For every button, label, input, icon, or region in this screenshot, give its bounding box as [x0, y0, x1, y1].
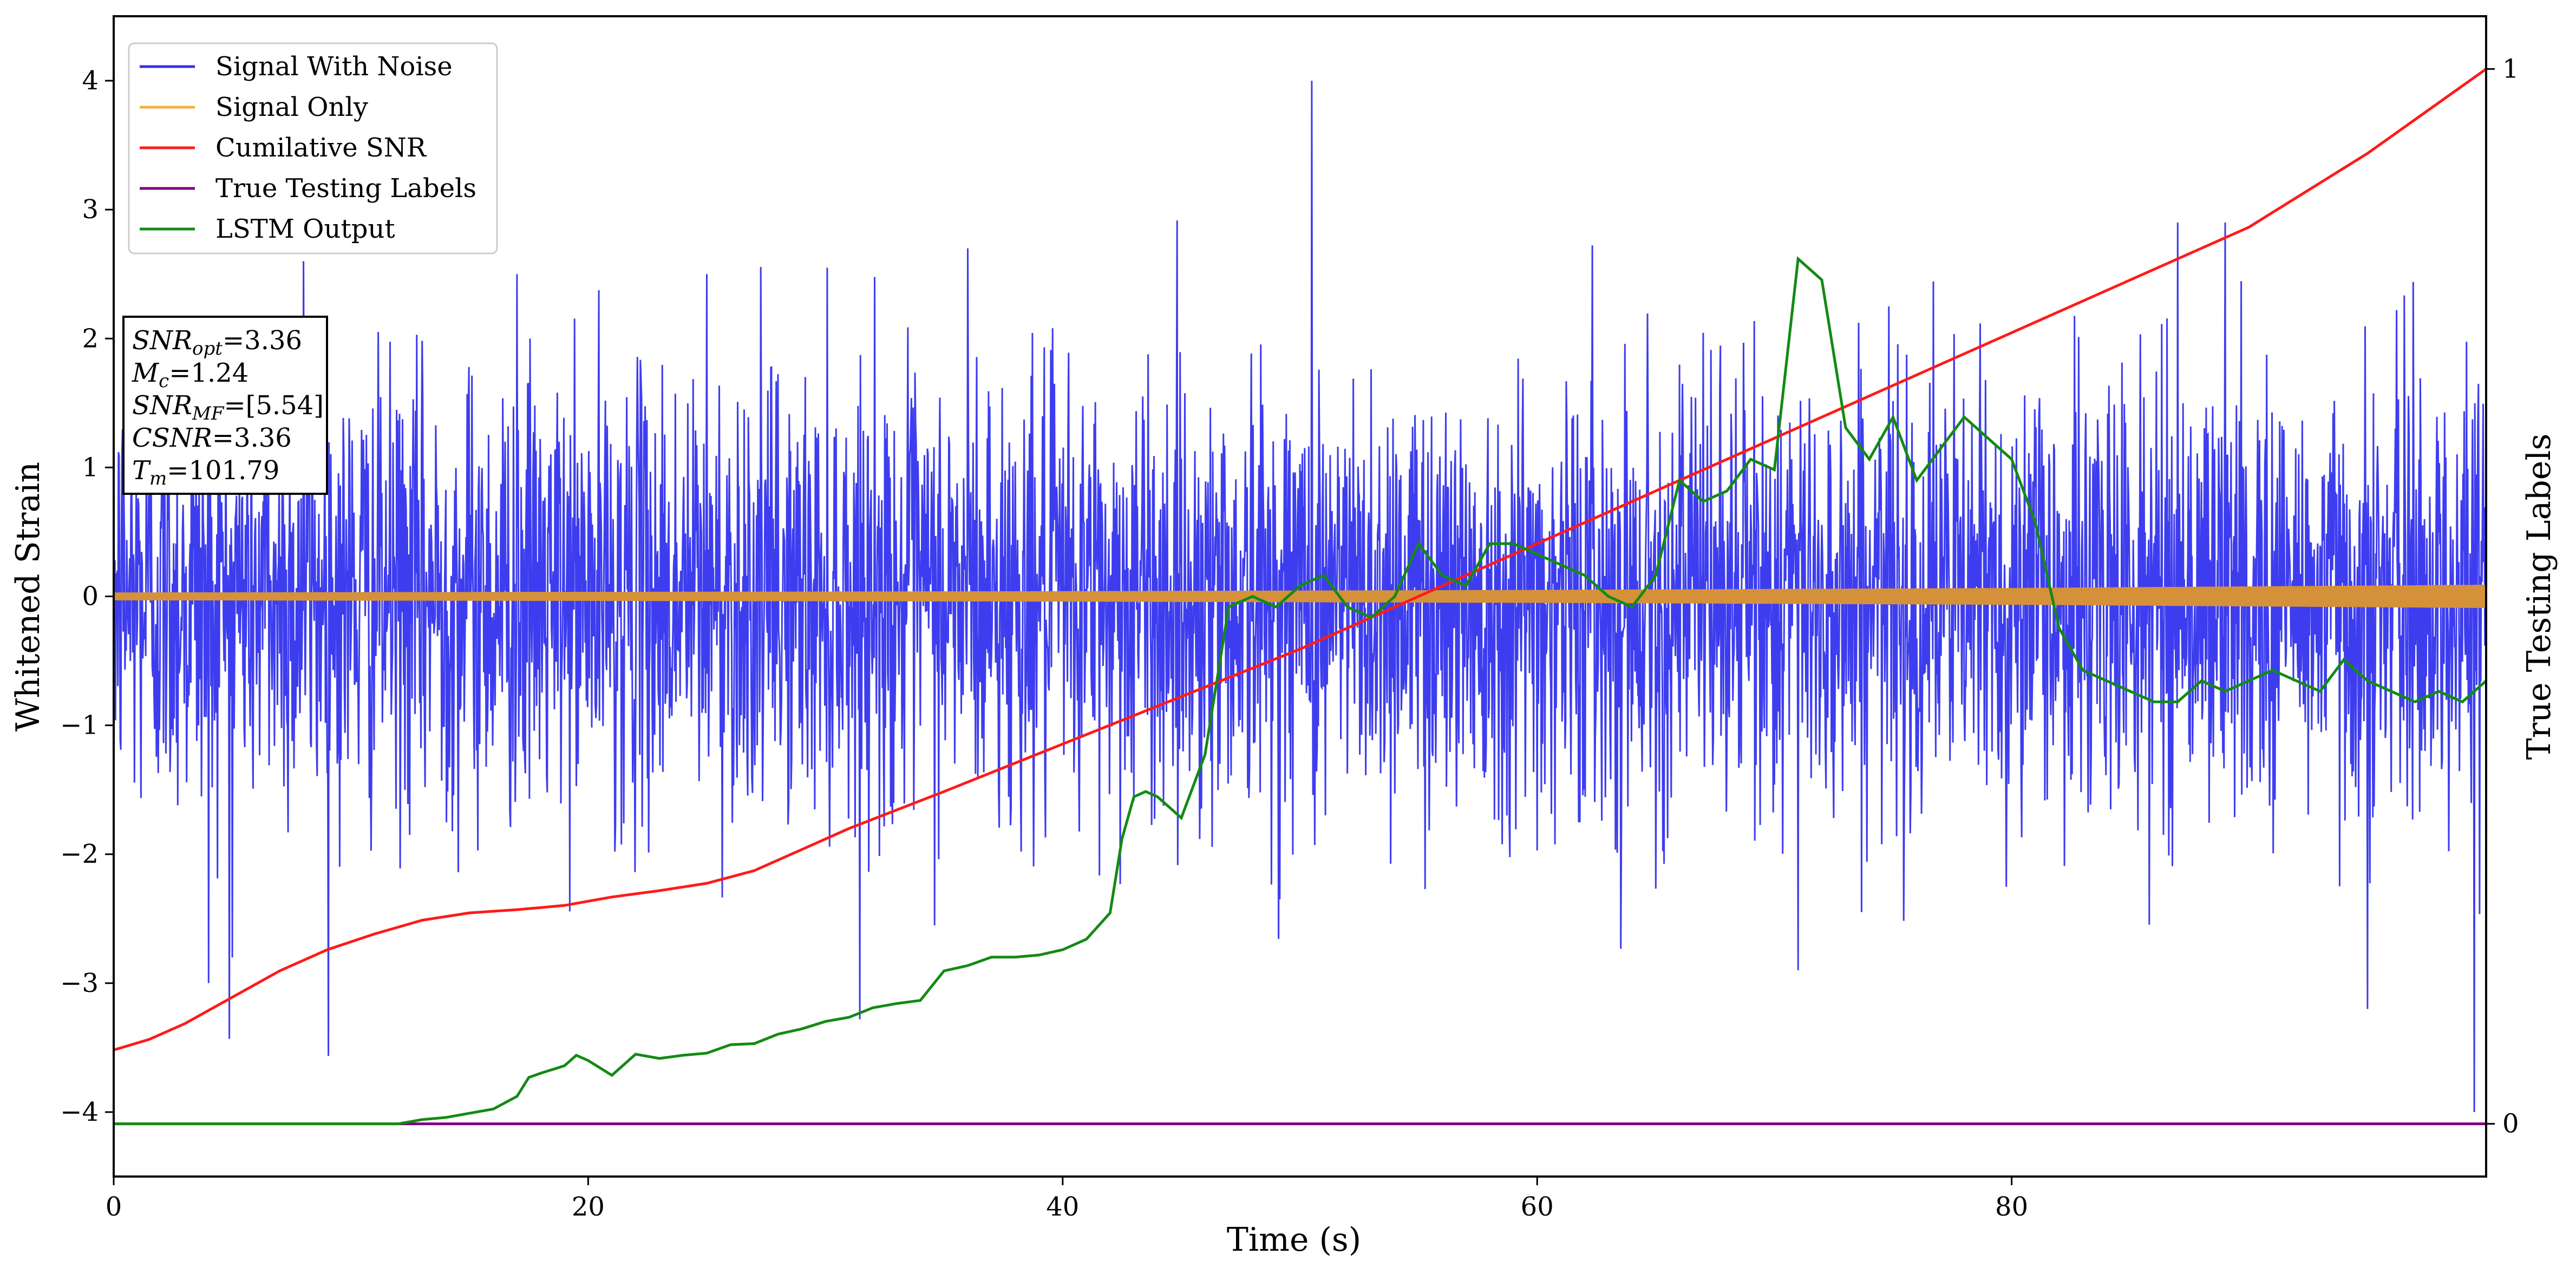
- y-tick-label: 4: [82, 66, 99, 96]
- legend-box: [128, 42, 498, 254]
- y2-axis-label: True Testing Labels: [2520, 434, 2558, 760]
- series-signal-only: [114, 585, 2486, 608]
- legend-label: LSTM Output: [215, 214, 395, 244]
- y-tick-label: 3: [82, 194, 99, 225]
- x-tick-label: 40: [1046, 1192, 1079, 1222]
- legend: Signal With Noise Signal Only Cumilative S…: [128, 42, 498, 254]
- legend-label: True Testing Labels: [215, 173, 476, 204]
- legend-label: Signal With Noise: [215, 51, 453, 82]
- x-tick-label: 60: [1521, 1192, 1554, 1222]
- annotation-line: SNRMF=[5.54]: [132, 390, 324, 424]
- annotation-line: SNRopt=3.36: [132, 325, 302, 360]
- y-tick-label: −3: [60, 968, 99, 998]
- annotation-line: Tm=101.79: [132, 455, 279, 489]
- series-signal-with-noise: [114, 81, 2486, 1112]
- annotation-box: SNRopt=3.36Mc=1.24SNRMF=[5.54]CSNR=3.36T…: [122, 316, 328, 495]
- y-tick-label: −1: [60, 710, 99, 741]
- y-tick-label: −2: [60, 839, 99, 870]
- y-tick-label: 2: [82, 323, 99, 354]
- x-axis-label: Time (s): [1227, 1221, 1361, 1259]
- x-tick-label: 20: [572, 1192, 605, 1222]
- series-cumilative-snr: [114, 68, 2486, 1051]
- annotation-frame: [122, 316, 328, 495]
- x-tick-label: 80: [1995, 1192, 2028, 1222]
- y2-tick-label: 0: [2502, 1109, 2519, 1139]
- plot-area: [114, 68, 2486, 1126]
- series-lstm-output: [114, 256, 2486, 1126]
- x-tick-label: 0: [106, 1192, 122, 1222]
- y2-tick-label: 1: [2502, 54, 2519, 84]
- y-tick-label: 1: [82, 452, 99, 482]
- annotation-line: Mc=1.24: [132, 358, 249, 392]
- legend-label: Signal Only: [215, 92, 368, 122]
- legend-label: Cumilative SNR: [215, 133, 427, 163]
- annotation-line: CSNR=3.36: [132, 423, 292, 453]
- y-axis-label: Whitened Strain: [9, 462, 47, 731]
- y-tick-label: −4: [60, 1097, 99, 1127]
- y-tick-label: 0: [82, 582, 99, 612]
